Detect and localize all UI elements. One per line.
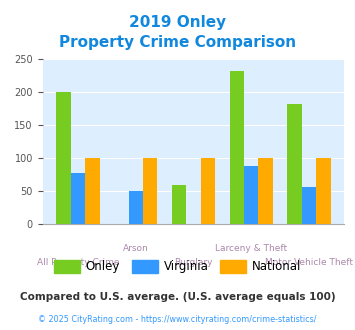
Bar bbox=[244, 166, 258, 224]
Text: 2019 Onley: 2019 Onley bbox=[129, 15, 226, 30]
Bar bbox=[143, 158, 157, 224]
Text: © 2025 CityRating.com - https://www.cityrating.com/crime-statistics/: © 2025 CityRating.com - https://www.city… bbox=[38, 315, 317, 324]
Bar bbox=[85, 158, 100, 224]
Bar bbox=[287, 104, 302, 224]
Bar bbox=[172, 185, 186, 224]
Bar bbox=[230, 71, 244, 224]
Bar bbox=[71, 173, 85, 224]
Bar bbox=[129, 191, 143, 224]
Bar bbox=[258, 158, 273, 224]
Text: Property Crime Comparison: Property Crime Comparison bbox=[59, 35, 296, 50]
Text: Motor Vehicle Theft: Motor Vehicle Theft bbox=[265, 258, 353, 267]
Bar bbox=[201, 158, 215, 224]
Text: All Property Crime: All Property Crime bbox=[37, 258, 119, 267]
Bar bbox=[316, 158, 331, 224]
Text: Burglary: Burglary bbox=[174, 258, 213, 267]
Bar bbox=[302, 187, 316, 224]
Text: Compared to U.S. average. (U.S. average equals 100): Compared to U.S. average. (U.S. average … bbox=[20, 292, 335, 302]
Text: Arson: Arson bbox=[123, 244, 149, 253]
Text: Larceny & Theft: Larceny & Theft bbox=[215, 244, 287, 253]
Bar bbox=[56, 92, 71, 224]
Legend: Onley, Virginia, National: Onley, Virginia, National bbox=[49, 255, 306, 278]
